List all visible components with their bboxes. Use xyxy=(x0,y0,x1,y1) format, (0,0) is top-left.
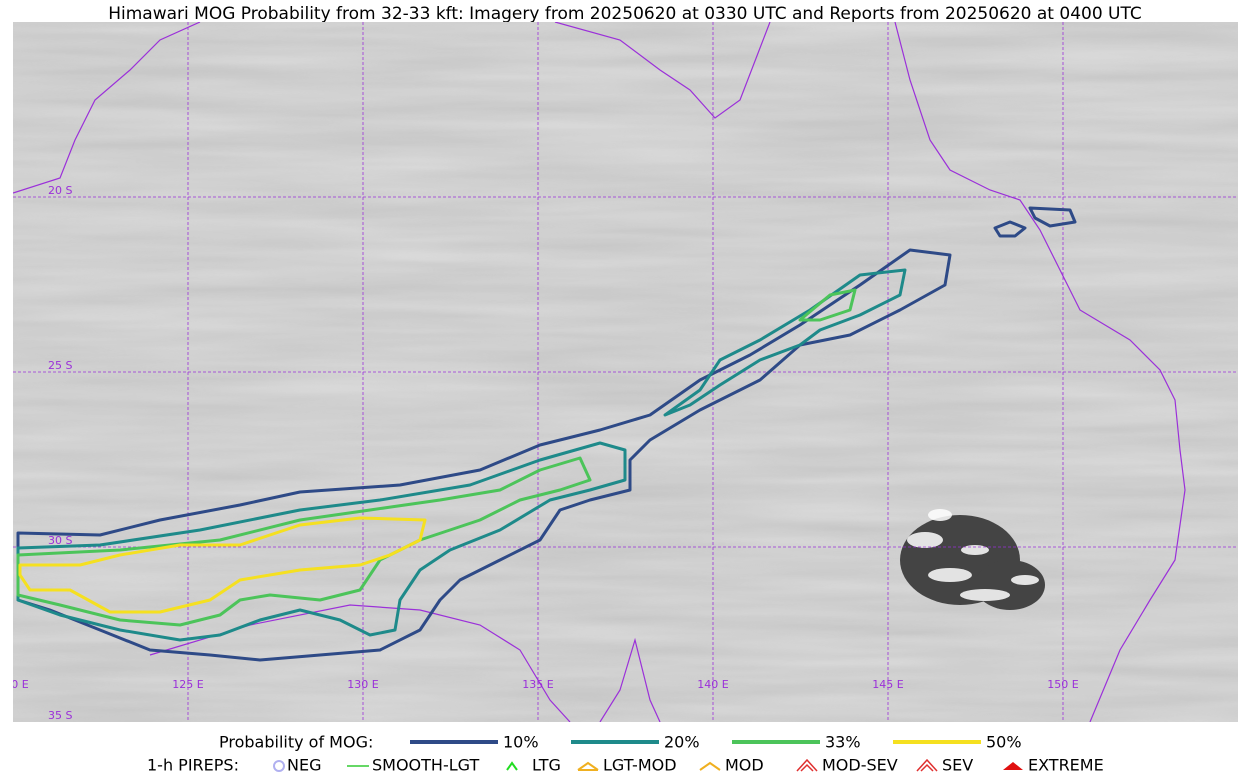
legend-heading: 1-h PIREPS: xyxy=(147,756,239,775)
contour-10 xyxy=(1028,206,1077,228)
convective-cloud-tops xyxy=(907,509,1039,601)
legend-heading: Probability of MOG: xyxy=(219,733,373,752)
lat-label: 35 S xyxy=(48,709,72,722)
lon-label: 145 E xyxy=(872,678,903,691)
lon-label: 150 E xyxy=(1047,678,1078,691)
legend-label: 20% xyxy=(664,733,700,752)
pirep-icon xyxy=(577,761,599,771)
lat-label: 20 S xyxy=(48,184,72,197)
legend-label: LTG xyxy=(532,756,561,775)
contour-20 xyxy=(663,268,907,417)
contour-10 xyxy=(16,248,952,662)
legend-label: 50% xyxy=(986,733,1022,752)
pirep-icon xyxy=(800,763,814,772)
map-area: 20 S 25 S 30 S 35 S 120 E 125 E 130 E 135 E 140 … xyxy=(0,22,1238,722)
legend-label: EXTREME xyxy=(1028,756,1104,775)
map-title: Himawari MOG Probability from 32-33 kft:… xyxy=(108,4,1142,24)
legend-label: MOD-SEV xyxy=(822,756,898,775)
contour-20 xyxy=(16,441,627,642)
legend-label: SMOOTH-LGT xyxy=(372,756,479,775)
pirep-icon xyxy=(916,758,938,772)
contours xyxy=(16,206,1077,662)
pirep-icon xyxy=(699,761,721,771)
legend-label: 33% xyxy=(825,733,861,752)
contour-33 xyxy=(16,456,592,627)
legend: Probability of MOG: 10% 20% 33% 50% 1-h PIREP… xyxy=(147,733,1104,775)
pirep-icon xyxy=(506,761,518,771)
coastlines xyxy=(13,22,1186,722)
contour-10 xyxy=(993,220,1027,238)
lat-label: 30 S xyxy=(48,534,72,547)
lon-label: 140 E xyxy=(697,678,728,691)
lon-label: 135 E xyxy=(522,678,553,691)
legend-label: MOD xyxy=(725,756,764,775)
lon-label: 120 E xyxy=(0,678,29,691)
grid-labels: 20 S 25 S 30 S 35 S 120 E 125 E 130 E 135 E 140 … xyxy=(0,184,1079,722)
legend-label: NEG xyxy=(287,756,321,775)
lat-label: 25 S xyxy=(48,359,72,372)
pirep-icon xyxy=(920,763,934,772)
pirep-icon xyxy=(273,760,285,772)
legend-label: SEV xyxy=(942,756,973,775)
pirep-icon xyxy=(796,758,818,772)
legend-label: 10% xyxy=(503,733,539,752)
pirep-icon xyxy=(1003,762,1023,770)
lon-label: 130 E xyxy=(347,678,378,691)
lon-label: 125 E xyxy=(172,678,203,691)
legend-label: LGT-MOD xyxy=(603,756,677,775)
contour-33 xyxy=(798,288,857,322)
contour-50 xyxy=(18,516,427,614)
